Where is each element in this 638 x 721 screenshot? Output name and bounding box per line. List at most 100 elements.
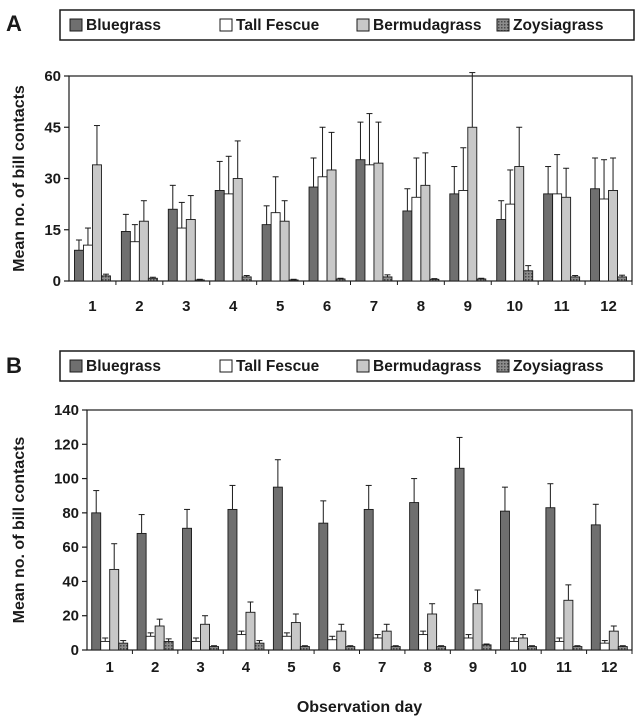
bar-bluegrass-day-5 (272, 486, 283, 651)
bar-bluegrass-day-11 (545, 507, 556, 651)
legend-frame (59, 350, 635, 382)
bar-zoysiagrass-day-3 (209, 646, 219, 651)
bar-bermudagrass-day-5 (290, 622, 301, 651)
x-tick-label: 3 (182, 298, 190, 315)
bar-tall-fescue-day-9 (458, 190, 469, 282)
y-tick-label: 40 (62, 573, 79, 590)
bar-zoysiagrass-day-7 (382, 276, 393, 282)
legend-label-bermudagrass: Bermudagrass (373, 358, 482, 375)
bar-bermudagrass-day-11 (561, 196, 572, 282)
bar-bluegrass-day-9 (454, 467, 465, 651)
bar-bluegrass-day-4 (227, 508, 238, 651)
bar-bluegrass-day-4 (214, 190, 225, 282)
bar-tall-fescue-day-2 (145, 635, 156, 651)
bar-bluegrass-day-9 (449, 193, 460, 282)
bar-zoysiagrass-day-10 (523, 270, 534, 282)
legend-label-tall-fescue: Tall Fescue (236, 358, 320, 375)
bar-bluegrass-day-7 (355, 159, 366, 282)
bar-zoysiagrass-day-2 (147, 277, 158, 282)
bar-bermudagrass-day-6 (326, 169, 337, 282)
bar-zoysiagrass-day-11 (572, 646, 583, 651)
legend-frame (59, 9, 635, 41)
bar-tall-fescue-day-6 (327, 639, 338, 651)
bar-zoysiagrass-day-3 (194, 279, 205, 282)
bar-tall-fescue-day-4 (223, 193, 234, 282)
bar-zoysiagrass-day-9 (481, 644, 492, 651)
bar-tall-fescue-day-5 (270, 212, 281, 282)
panel-label: A (6, 11, 22, 36)
bar-bluegrass-day-2 (136, 532, 147, 651)
y-tick-label: 0 (53, 273, 61, 290)
bar-bermudagrass-day-12 (608, 190, 618, 282)
bar-zoysiagrass-day-1 (118, 642, 129, 651)
x-tick-label: 12 (601, 659, 618, 676)
bar-bermudagrass-day-2 (154, 625, 165, 651)
y-axis-label: Mean no. of bill contacts (11, 85, 28, 272)
x-tick-label: 10 (506, 298, 523, 315)
legend-swatch-tall-fescue (219, 359, 233, 373)
bar-tall-fescue-day-9 (463, 637, 474, 651)
bar-bluegrass-day-2 (120, 231, 131, 282)
bar-tall-fescue-day-7 (364, 164, 375, 282)
bar-zoysiagrass-day-4 (241, 276, 252, 282)
legend-swatch-bermudagrass (356, 359, 370, 373)
y-tick-label: 30 (44, 171, 61, 188)
bar-bluegrass-day-1 (91, 512, 102, 651)
legend-label-bermudagrass: Bermudagrass (373, 17, 482, 34)
bar-zoysiagrass-day-4 (254, 642, 265, 651)
bar-tall-fescue-day-12 (599, 642, 610, 651)
legend-swatch-bluegrass (69, 359, 83, 373)
chart-panel-b: B Bluegrass Tall Fescue Bermudagrass Zoysiag… (6, 350, 635, 716)
x-tick-label: 4 (229, 298, 238, 315)
y-tick-label: 60 (62, 539, 79, 556)
bar-zoysiagrass-day-5 (299, 646, 310, 651)
bar-zoysiagrass-day-6 (345, 646, 356, 651)
bar-bermudagrass-day-3 (185, 219, 196, 282)
bar-zoysiagrass-day-2 (163, 640, 174, 651)
bar-zoysiagrass-day-9 (476, 278, 487, 282)
bar-bermudagrass-day-9 (467, 126, 478, 282)
legend-label-tall-fescue: Tall Fescue (236, 17, 320, 34)
x-tick-label: 9 (469, 659, 477, 676)
chart-legend: Bluegrass Tall Fescue Bermudagrass Zoysiagr… (59, 9, 635, 41)
x-tick-label: 10 (510, 659, 527, 676)
bar-bermudagrass-day-4 (245, 611, 256, 651)
bar-bluegrass-day-5 (261, 224, 272, 282)
bar-bluegrass-day-3 (182, 527, 192, 651)
bar-zoysiagrass-day-11 (570, 276, 581, 282)
bar-bermudagrass-day-7 (381, 630, 392, 651)
x-tick-label: 7 (378, 659, 386, 676)
x-axis-label: Observation day (297, 699, 422, 716)
bar-zoysiagrass-day-12 (617, 276, 627, 282)
bar-bluegrass-day-12 (590, 188, 600, 282)
x-tick-label: 1 (88, 298, 96, 315)
bar-bermudagrass-day-4 (232, 178, 243, 282)
bar-tall-fescue-day-1 (83, 244, 93, 282)
bar-bluegrass-day-6 (308, 186, 319, 282)
bar-bluegrass-day-3 (167, 208, 178, 282)
y-tick-label: 45 (44, 119, 61, 136)
x-tick-label: 9 (464, 298, 472, 315)
x-tick-label: 5 (287, 659, 295, 676)
bar-bluegrass-day-10 (496, 219, 507, 282)
legend-label-zoysiagrass: Zoysiagrass (513, 358, 603, 375)
bar-bluegrass-day-8 (409, 502, 420, 651)
y-tick-label: 60 (44, 68, 61, 85)
panel-label: B (6, 353, 22, 378)
legend-swatch-bermudagrass (356, 18, 370, 32)
legend-swatch-bluegrass (69, 18, 83, 32)
bar-zoysiagrass-day-10 (527, 646, 537, 651)
bar-bermudagrass-day-2 (138, 220, 149, 282)
bar-bermudagrass-day-1 (92, 164, 102, 282)
y-tick-label: 15 (44, 222, 61, 239)
legend-swatch-zoysiagrass (496, 359, 510, 373)
bar-bermudagrass-day-1 (109, 568, 120, 651)
y-tick-label: 120 (54, 436, 79, 453)
bar-bermudagrass-day-5 (279, 220, 290, 282)
x-tick-label: 4 (242, 659, 251, 676)
bar-zoysiagrass-day-1 (101, 275, 111, 282)
bar-bermudagrass-day-10 (514, 166, 525, 282)
x-tick-label: 6 (323, 298, 331, 315)
bar-tall-fescue-day-4 (236, 634, 247, 651)
